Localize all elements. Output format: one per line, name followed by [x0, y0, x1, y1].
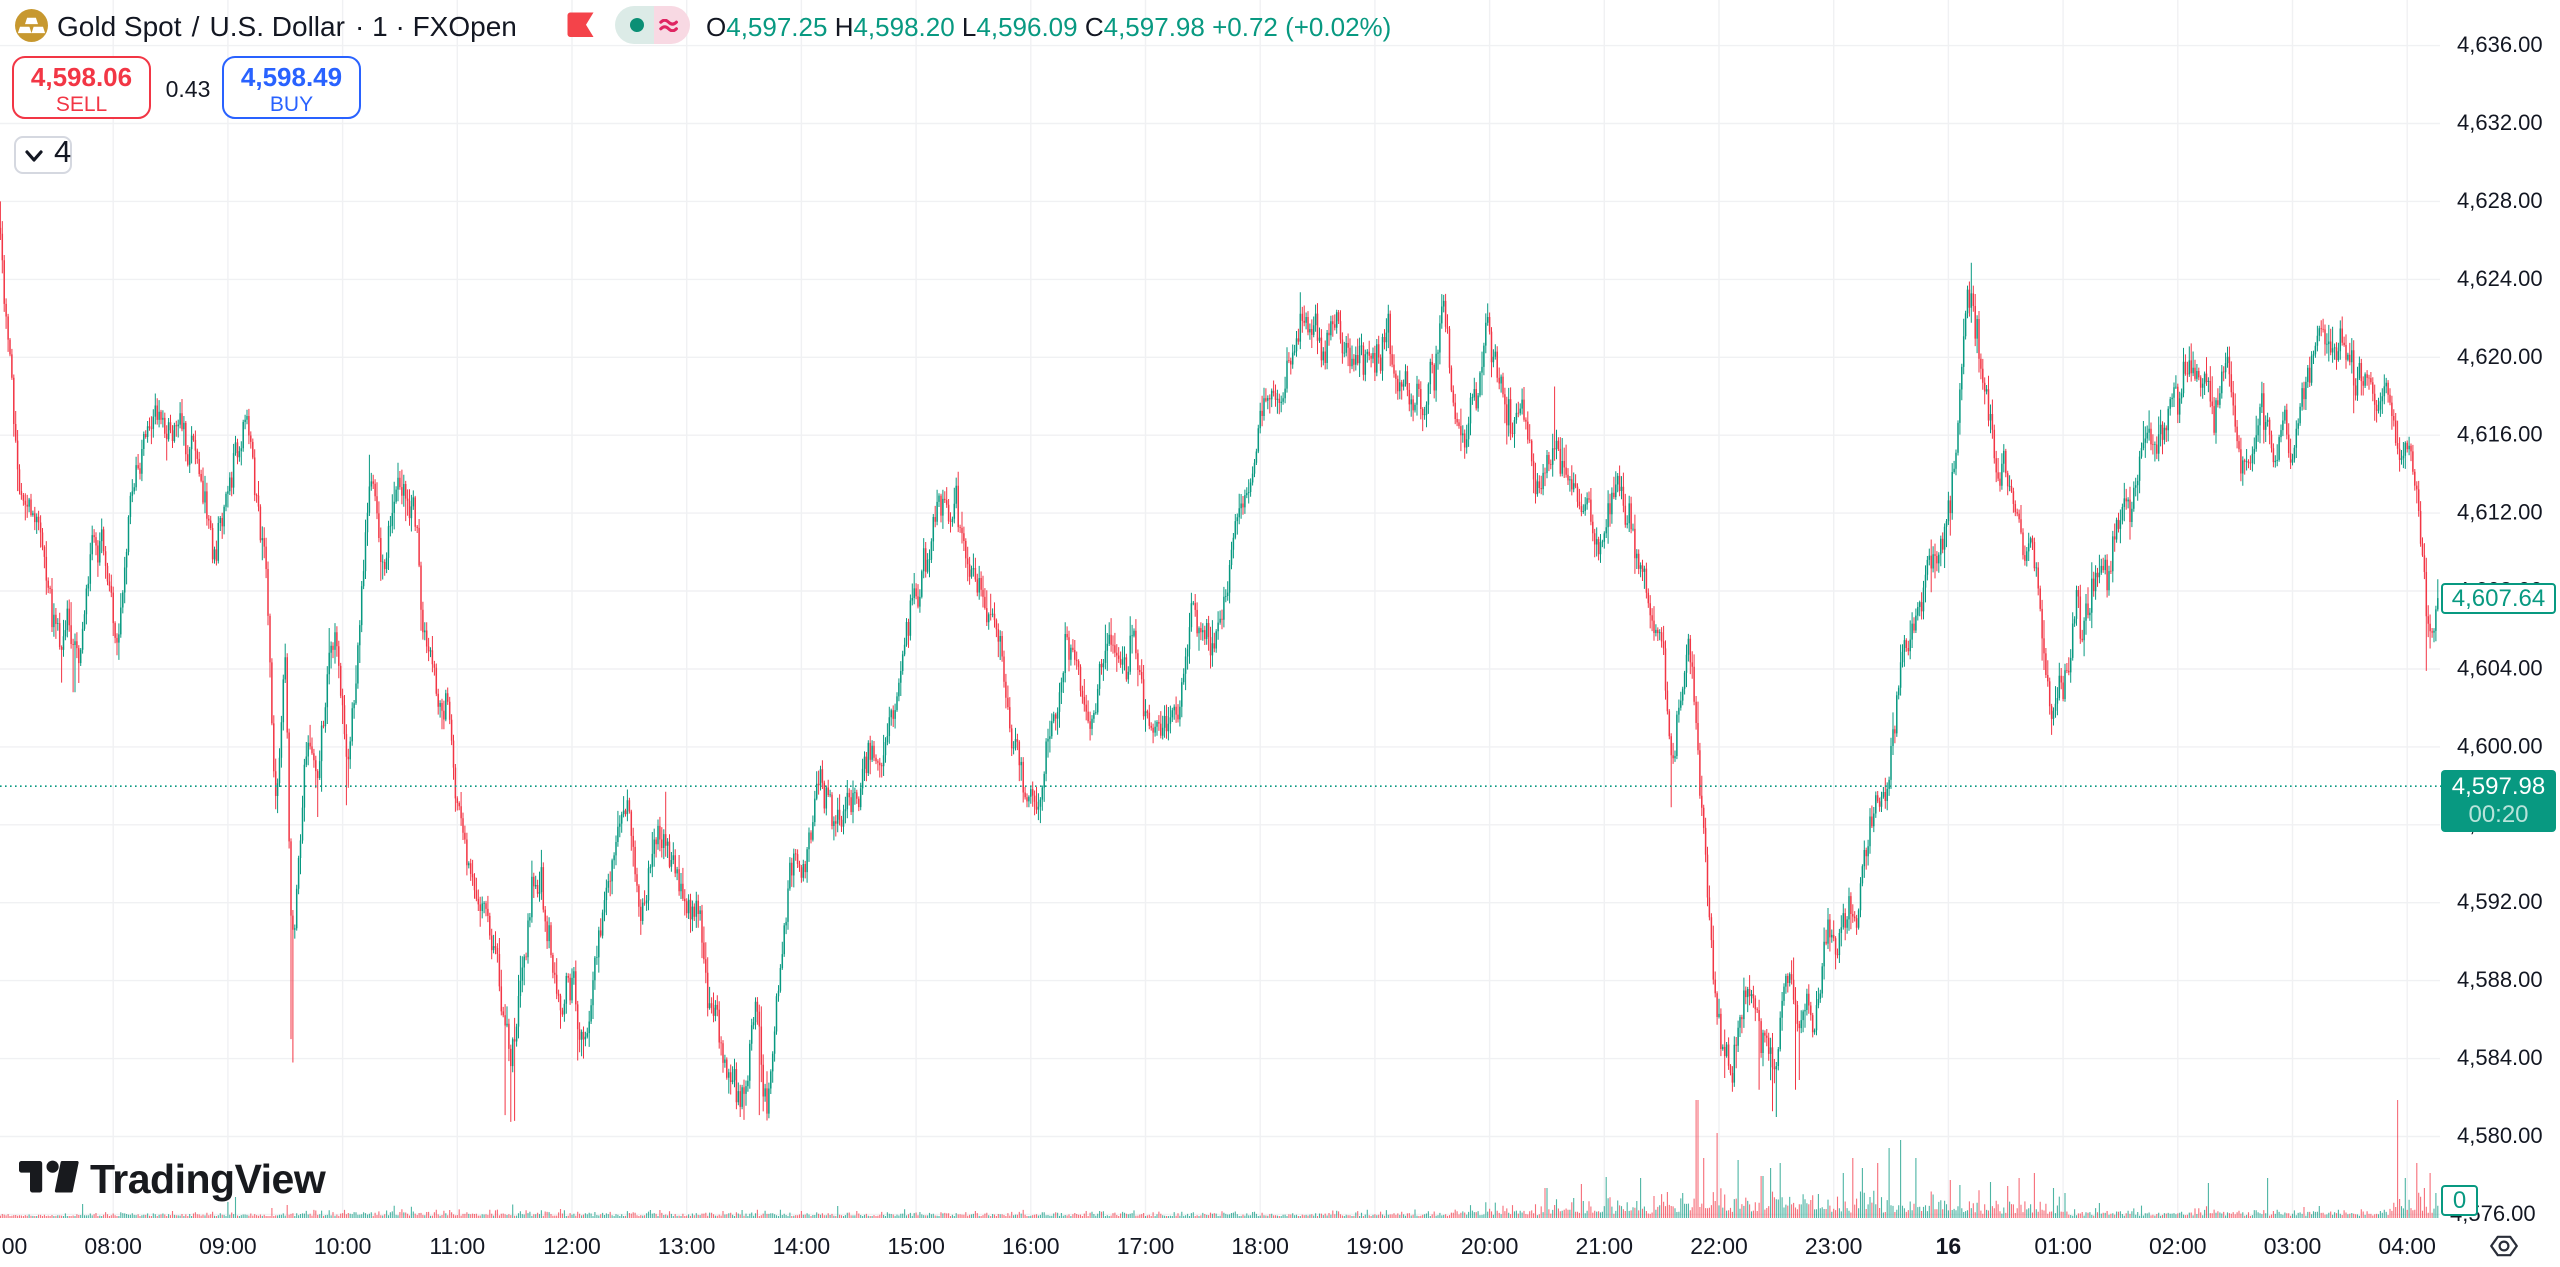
svg-text:4,604.00: 4,604.00 [2457, 656, 2543, 681]
svg-text:08:00: 08:00 [84, 1233, 142, 1259]
svg-text:16:00: 16:00 [1002, 1233, 1060, 1259]
svg-text:4,588.00: 4,588.00 [2457, 967, 2543, 992]
svg-text:03:00: 03:00 [2264, 1233, 2322, 1259]
svg-text:4,592.00: 4,592.00 [2457, 889, 2543, 914]
svg-text:4,636.00: 4,636.00 [2457, 32, 2543, 57]
svg-text:4,624.00: 4,624.00 [2457, 266, 2543, 291]
svg-text:15:00: 15:00 [887, 1233, 945, 1259]
svg-text:22:00: 22:00 [1690, 1233, 1748, 1259]
svg-text:4,600.00: 4,600.00 [2457, 733, 2543, 758]
svg-text:14:00: 14:00 [773, 1233, 831, 1259]
svg-text:17:00: 17:00 [1117, 1233, 1175, 1259]
svg-text:4,632.00: 4,632.00 [2457, 110, 2543, 135]
svg-text:4,616.00: 4,616.00 [2457, 422, 2543, 447]
svg-text:19:00: 19:00 [1346, 1233, 1404, 1259]
svg-text:4,628.00: 4,628.00 [2457, 188, 2543, 213]
svg-text:07:00: 07:00 [0, 1233, 27, 1259]
svg-text:13:00: 13:00 [658, 1233, 716, 1259]
svg-text:4,580.00: 4,580.00 [2457, 1123, 2543, 1148]
svg-text:11:00: 11:00 [429, 1233, 485, 1259]
svg-text:02:00: 02:00 [2149, 1233, 2207, 1259]
svg-text:18:00: 18:00 [1231, 1233, 1289, 1259]
svg-text:10:00: 10:00 [314, 1233, 372, 1259]
svg-text:4,620.00: 4,620.00 [2457, 344, 2543, 369]
svg-text:01:00: 01:00 [2034, 1233, 2092, 1259]
svg-text:21:00: 21:00 [1576, 1233, 1634, 1259]
svg-text:4,612.00: 4,612.00 [2457, 500, 2543, 525]
svg-text:09:00: 09:00 [199, 1233, 257, 1259]
svg-text:04:00: 04:00 [2378, 1233, 2436, 1259]
svg-text:12:00: 12:00 [543, 1233, 601, 1259]
svg-text:20:00: 20:00 [1461, 1233, 1519, 1259]
svg-text:23:00: 23:00 [1805, 1233, 1863, 1259]
svg-text:4,584.00: 4,584.00 [2457, 1045, 2543, 1070]
svg-text:16: 16 [1936, 1233, 1962, 1259]
